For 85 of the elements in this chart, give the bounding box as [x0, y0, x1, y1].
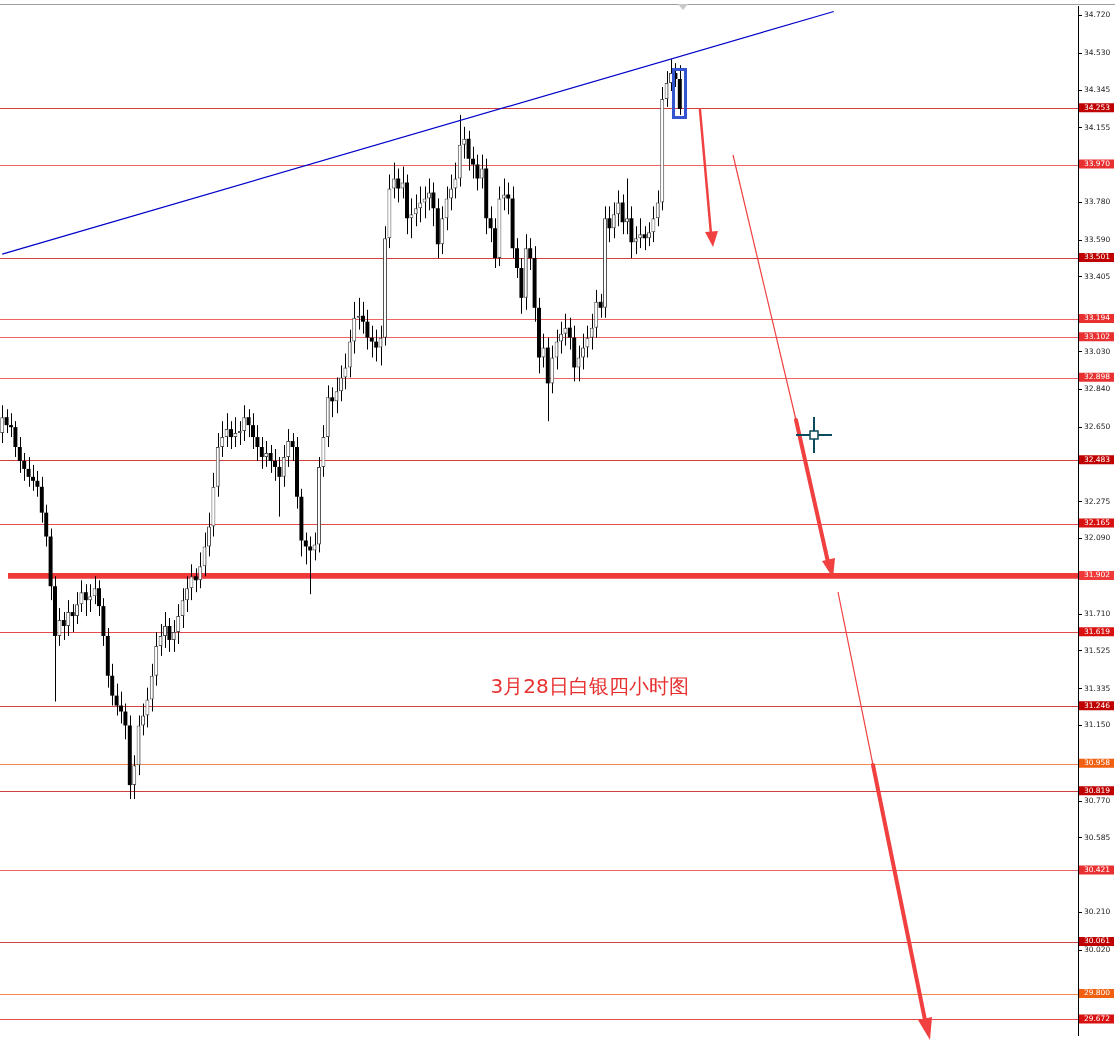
candlestick: [17, 436, 22, 474]
candlestick: [193, 567, 198, 593]
candlestick: [348, 329, 351, 378]
candlestick: [369, 325, 374, 359]
candlestick: [374, 329, 379, 362]
candlestick: [70, 603, 75, 633]
candlestick: [598, 293, 603, 319]
candlestick: [651, 205, 656, 243]
candlestick: [352, 301, 357, 355]
candlestick: [440, 205, 445, 255]
candlestick: [220, 420, 225, 458]
candlestick: [506, 182, 511, 215]
candlestick: [462, 126, 467, 160]
candlestick: [312, 532, 317, 561]
candlestick: [189, 563, 194, 601]
candlestick: [198, 551, 203, 589]
candlestick: [466, 130, 471, 172]
candlestick: [339, 364, 343, 402]
candlestick: [171, 619, 176, 653]
candlestick: [528, 237, 533, 271]
candlestick: [422, 185, 427, 219]
candlestick: [202, 532, 207, 577]
candlestick: [413, 193, 418, 227]
annotation: 3月28日白银四小时图: [490, 673, 689, 698]
candlestick: [259, 436, 264, 470]
candlestick: [638, 217, 643, 249]
candlestick: [66, 599, 71, 637]
candlestick: [501, 178, 506, 211]
candlestick: [229, 420, 233, 450]
candlestick: [233, 416, 238, 448]
candlestick: [268, 444, 273, 474]
candlestick: [620, 193, 625, 235]
candlestick: [286, 428, 291, 468]
candlestick: [431, 182, 436, 227]
candlestick: [585, 325, 590, 359]
candlestick: [246, 408, 251, 438]
candlestick: [149, 663, 154, 713]
candlestick: [88, 583, 93, 613]
candlestick: [145, 687, 150, 728]
candlestick: [185, 575, 189, 613]
candlestick: [449, 174, 453, 211]
candlestick: [242, 404, 247, 442]
candlestick: [224, 412, 229, 448]
candlestick: [607, 205, 612, 243]
candlestick: [550, 345, 555, 394]
candlestick: [61, 611, 66, 641]
candlestick: [559, 321, 563, 355]
candlestick: [176, 603, 181, 645]
candlestick: [563, 313, 568, 347]
candlestick: [273, 448, 277, 482]
candlestick: [581, 333, 585, 370]
candlestick: [664, 70, 669, 108]
candlestick: [281, 444, 286, 488]
candlestick: [4, 408, 9, 434]
candlestick: [79, 579, 84, 613]
candlestick: [251, 412, 255, 450]
candlestick: [303, 532, 308, 565]
candlestick: [418, 185, 423, 223]
candlestick: [589, 313, 594, 351]
candlestick: [594, 289, 599, 339]
candlestick: [361, 301, 365, 335]
candlestick: [647, 221, 651, 247]
candlestick: [427, 178, 431, 211]
candlestick: [180, 587, 185, 629]
candlestick: [92, 575, 97, 605]
candlestick: [334, 376, 339, 414]
candlestick: [75, 591, 79, 625]
candlestick: [207, 512, 211, 557]
candlestick: [26, 456, 31, 488]
candlestick: [308, 536, 313, 595]
candlestick: [330, 386, 335, 418]
candlestick: [114, 683, 119, 716]
candlestick: [655, 189, 660, 227]
candlestick: [343, 353, 348, 390]
candlestick: [83, 583, 88, 617]
candlestick: [611, 201, 616, 239]
candlestick: [396, 168, 401, 203]
candlestick: [642, 225, 647, 251]
candlestick: [158, 623, 163, 657]
candlestick: [554, 329, 559, 370]
candlestick: [444, 185, 449, 231]
candlestick: [378, 325, 383, 366]
candlestick: [616, 189, 621, 227]
candlestick: [264, 440, 269, 468]
candlestick: [0, 404, 5, 444]
